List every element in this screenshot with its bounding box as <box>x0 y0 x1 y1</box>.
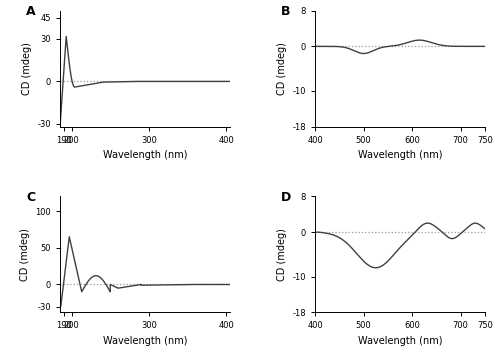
Y-axis label: CD (mdeg): CD (mdeg) <box>22 42 32 95</box>
Text: C: C <box>26 191 35 203</box>
Text: A: A <box>26 5 36 18</box>
Y-axis label: CD (mdeg): CD (mdeg) <box>20 228 30 281</box>
Text: B: B <box>281 5 290 18</box>
Text: D: D <box>281 191 291 203</box>
X-axis label: Wavelength (nm): Wavelength (nm) <box>358 150 442 160</box>
Y-axis label: CD (mdeg): CD (mdeg) <box>277 42 287 95</box>
X-axis label: Wavelength (nm): Wavelength (nm) <box>358 336 442 346</box>
X-axis label: Wavelength (nm): Wavelength (nm) <box>103 150 187 160</box>
X-axis label: Wavelength (nm): Wavelength (nm) <box>103 336 187 346</box>
Y-axis label: CD (mdeg): CD (mdeg) <box>277 228 287 281</box>
